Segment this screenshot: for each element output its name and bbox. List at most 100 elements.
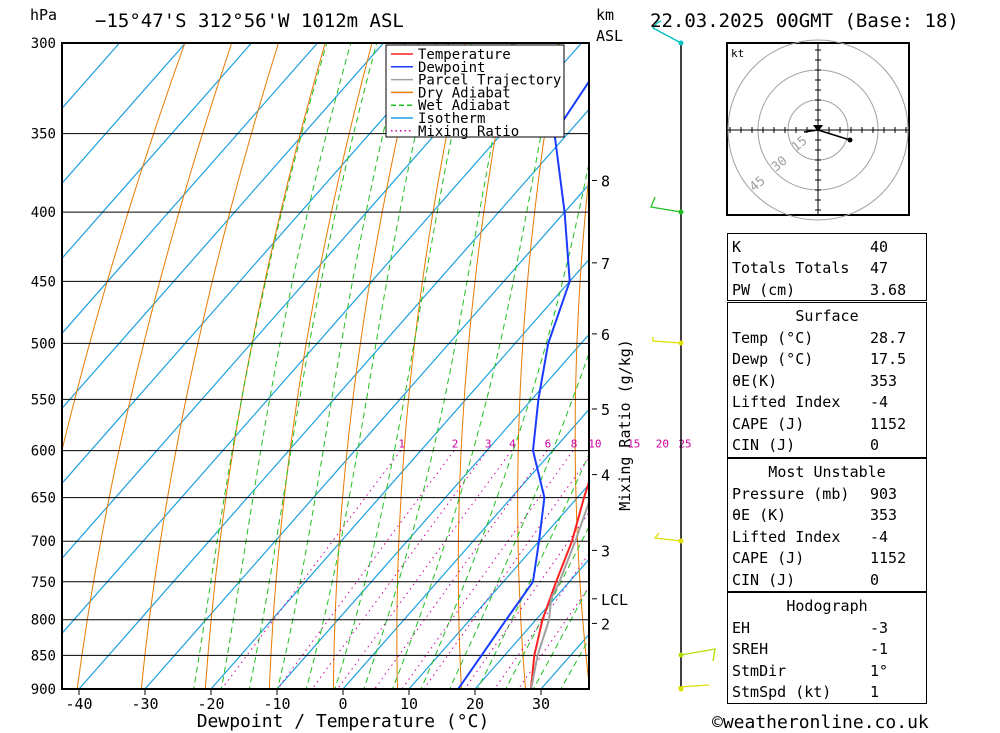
index-label: θE (K) [732,506,787,525]
dry-adiabat-line [457,43,513,689]
index-value: -4 [870,527,889,546]
mixing-ratio-line [423,456,589,689]
temperature-tick-label: 0 [338,695,347,713]
wind-barb [653,532,682,542]
index-label: θE(K) [732,371,778,390]
mixing-ratio-label: 8 [571,438,578,451]
index-label: CAPE (J) [732,549,805,568]
hodograph-stats-title: Hodograph [786,597,868,615]
most-unstable-title: Most Unstable [768,463,886,481]
index-label: Pressure (mb) [732,484,850,503]
wet-adiabat-line [305,43,437,689]
isotherm-line [62,43,516,560]
legend-label: Isotherm [418,111,485,127]
km-label: km [596,6,615,24]
hodograph-stats-box: Hodograph EH -3 SREH -1 StmDir 1° StmSpd (kt) 1 [727,592,927,704]
dry-adiabat-line [332,43,420,689]
index-label: EH [732,618,751,637]
km-tick-label: 5 [601,401,610,419]
most-unstable-table: Pressure (mb) 903 θE (K) 353 Lifted Index -4 C… [728,483,926,591]
pressure-tick-label: 500 [31,336,56,352]
index-value: 28.7 [870,328,907,347]
index-value: -3 [870,618,889,637]
credit-text[interactable]: ©weatheronline.co.uk [712,712,929,733]
legend-label: Wet Adiabat [418,98,511,114]
dry-adiabat-line [140,43,279,689]
mixing-ratio-label: 6 [545,438,552,451]
isotherm-line [78,108,589,689]
pressure-tick-label: 550 [31,392,56,408]
km-tick-label: 2 [601,615,610,633]
index-row: K 40 [728,236,926,258]
temperature-tick-label: 10 [400,695,418,713]
dry-adiabat-line [980,43,1000,689]
plot-frame [61,42,590,690]
dry-adiabat-line [685,43,718,689]
index-row: Totals Totals 47 [728,258,926,280]
pressure-tick-label: 750 [31,575,56,591]
wet-adiabat-line [277,43,406,689]
asl-label: ASL [596,27,624,45]
index-row: Lifted Index -4 [728,392,926,414]
storm-motion-marker [813,125,823,132]
mixing-ratio-label: 1 [398,438,405,451]
y-axis-title: Mixing Ratio (g/kg) [616,339,634,511]
index-value: 1152 [870,414,907,433]
index-label: StmDir [732,661,787,680]
index-label: Totals Totals [732,259,850,278]
index-row: EH -3 [728,617,926,639]
pressure-tick-label: 800 [31,613,56,629]
wet-adiabat-line [420,160,589,689]
surface-title: Surface [795,307,859,325]
dewpoint-profile [456,79,589,689]
km-tick-label: 8 [601,172,610,190]
index-label: SREH [732,640,769,659]
index-row: PW (cm) 3.68 [728,279,926,301]
pressure-tick-label: 450 [31,274,56,290]
mixing-ratio-line [517,586,589,689]
pressure-tick-label: 350 [31,127,56,143]
index-label: StmSpd (kt) [732,683,832,702]
dry-adiabat-line [631,43,654,689]
dry-adiabat-line [396,43,467,689]
index-row: Temp (°C) 28.7 [728,327,926,349]
temperature-tick-label: 20 [466,695,484,713]
index-label: CIN (J) [732,570,796,589]
isotherm-line [62,43,186,185]
pressure-tick-label: 900 [31,682,56,698]
index-label: Lifted Index [732,527,841,546]
isotherm-line [62,43,582,635]
pressure-tick-label: 600 [31,444,56,460]
temperature-tick-label: -20 [197,695,224,713]
index-value: 17.5 [870,350,907,369]
hodograph-stats-table: EH -3 SREH -1 StmDir 1° StmSpd (kt) 1 [728,617,926,703]
pressure-tick-label: 650 [31,491,56,507]
isotherm-line [62,43,120,110]
index-row: CIN (J) 0 [728,435,926,457]
mixing-ratio-line [311,450,488,689]
surface-table: Temp (°C) 28.7 Dewp (°C) 17.5 θE(K) 353 Lifted… [728,327,926,456]
index-row: Lifted Index -4 [728,526,926,548]
isotherm-line [62,43,384,410]
legend-label: Dry Adiabat [418,85,511,101]
index-row: StmDir 1° [728,660,926,682]
wet-adiabat-line [363,43,513,689]
isotherm-line [62,43,450,485]
index-label: Temp (°C) [732,328,814,347]
temperature-tick-label: -30 [131,695,158,713]
parcel-trajectory-profile [530,499,589,689]
index-label: PW (cm) [732,280,796,299]
dry-adiabat-line [204,43,326,689]
index-value: 353 [870,506,898,525]
dry-adiabat-line [934,43,1000,689]
x-axis-title: Dewpoint / Temperature (°C) [197,711,490,732]
datetime-title: 22.03.2025 00GMT (Base: 18) [650,10,959,32]
index-value: -1 [870,640,889,659]
mixing-ratio-label: 4 [509,438,516,451]
wet-adiabat-line [391,43,559,689]
temperature-profile [529,478,589,689]
indices-table: K 40 Totals Totals 47 PW (cm) 3.68 [728,236,926,301]
index-value: 47 [870,259,889,278]
km-tick-label: 7 [601,255,610,273]
